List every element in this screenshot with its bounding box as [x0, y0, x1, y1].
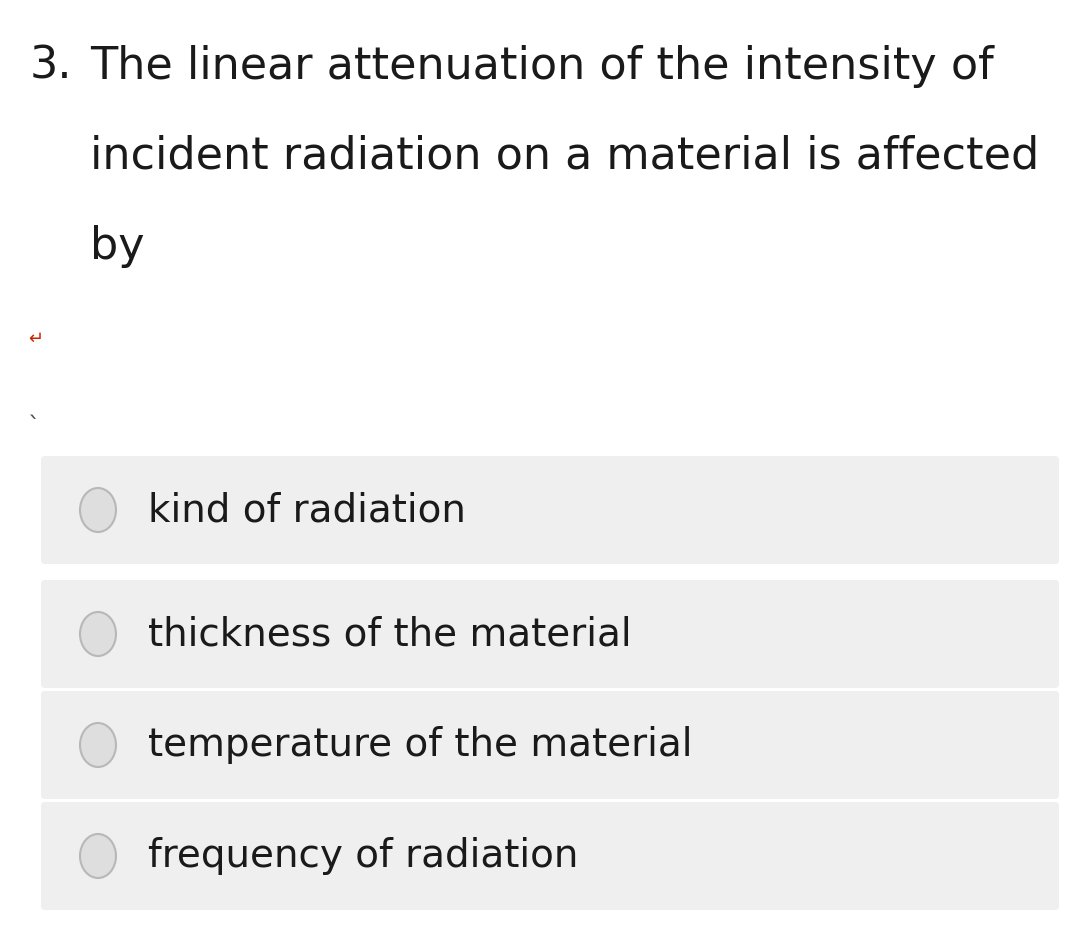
Text: ↵: ↵ — [28, 330, 43, 348]
FancyBboxPatch shape — [41, 691, 1059, 799]
Ellipse shape — [80, 723, 116, 767]
Text: frequency of radiation: frequency of radiation — [148, 837, 579, 875]
FancyBboxPatch shape — [41, 580, 1059, 688]
Ellipse shape — [80, 612, 116, 656]
Text: kind of radiation: kind of radiation — [148, 491, 465, 529]
FancyBboxPatch shape — [41, 456, 1059, 564]
Ellipse shape — [80, 834, 116, 878]
Text: temperature of the material: temperature of the material — [148, 726, 692, 764]
Text: incident radiation on a material is affected: incident radiation on a material is affe… — [90, 135, 1039, 178]
Text: `: ` — [28, 415, 41, 439]
FancyBboxPatch shape — [41, 802, 1059, 910]
Text: 3.: 3. — [30, 45, 72, 88]
Text: The linear attenuation of the intensity of: The linear attenuation of the intensity … — [90, 45, 994, 88]
Text: thickness of the material: thickness of the material — [148, 615, 632, 653]
Ellipse shape — [80, 488, 116, 532]
Text: by: by — [90, 225, 145, 268]
